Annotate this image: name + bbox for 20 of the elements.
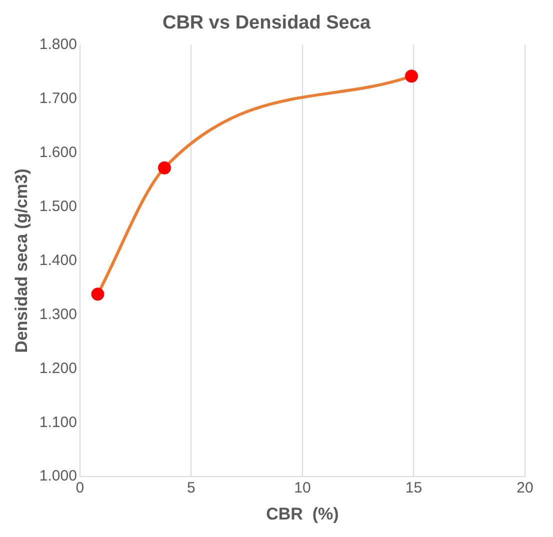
y-tick-label: 1.400 xyxy=(39,252,77,269)
y-tick-label: 1.500 xyxy=(39,198,77,215)
y-tick-label: 1.600 xyxy=(39,144,77,161)
chart-title: CBR vs Densidad Seca xyxy=(162,12,371,34)
x-tick-label: 15 xyxy=(405,480,422,497)
y-tick-label: 1.200 xyxy=(39,360,77,377)
point xyxy=(158,161,171,174)
x-tick-label: 5 xyxy=(187,480,196,497)
x-tick-label: 10 xyxy=(294,480,311,497)
y-tick-label: 1.700 xyxy=(39,90,77,107)
y-tick-label: 1.800 xyxy=(39,36,77,53)
y-axis-title: Densidad seca (g/cm3) xyxy=(12,168,31,353)
x-axis-title: CBR (%) xyxy=(266,504,339,524)
x-tick-label: 0 xyxy=(76,480,84,497)
point xyxy=(91,288,104,301)
y-tick-label: 1.100 xyxy=(39,414,77,431)
x-tick-label: 20 xyxy=(516,480,534,497)
y-tick-label: 1.000 xyxy=(39,468,77,485)
y-tick-label: 1.300 xyxy=(39,306,77,323)
point xyxy=(405,70,418,83)
